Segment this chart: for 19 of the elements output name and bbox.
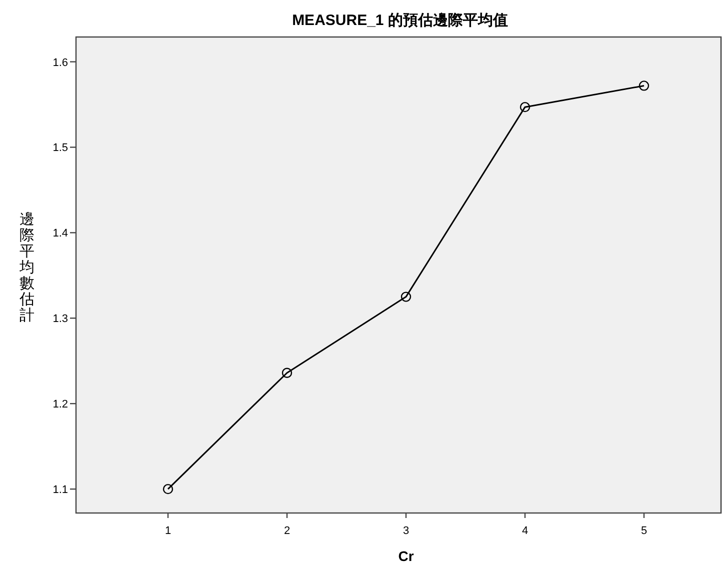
y-tick-label: 1.4 [52, 228, 68, 240]
x-axis-title: Cr [398, 548, 414, 564]
point [638, 80, 650, 91]
y-tick-label: 1.3 [52, 313, 68, 326]
y-tick-label: 1.6 [52, 56, 68, 69]
point [282, 368, 292, 378]
point [400, 292, 412, 302]
x-tick-label: 2 [284, 525, 290, 537]
x-tick-label: 3 [402, 525, 410, 537]
point [520, 102, 530, 112]
x-tick-label: 4 [522, 525, 528, 537]
y-tick-label: 1.5 [52, 142, 68, 154]
point [162, 484, 174, 494]
chart-title: MEASURE_1 的預估邊際平均值 [292, 12, 508, 29]
y-tick-label: 1.2 [52, 398, 68, 411]
y-axis-title: 邊際平均數估計 [18, 211, 34, 324]
x-tick-label: 1 [164, 525, 172, 537]
y-tick-label: 1.1 [52, 484, 68, 496]
x-tick-label: 5 [640, 525, 648, 537]
